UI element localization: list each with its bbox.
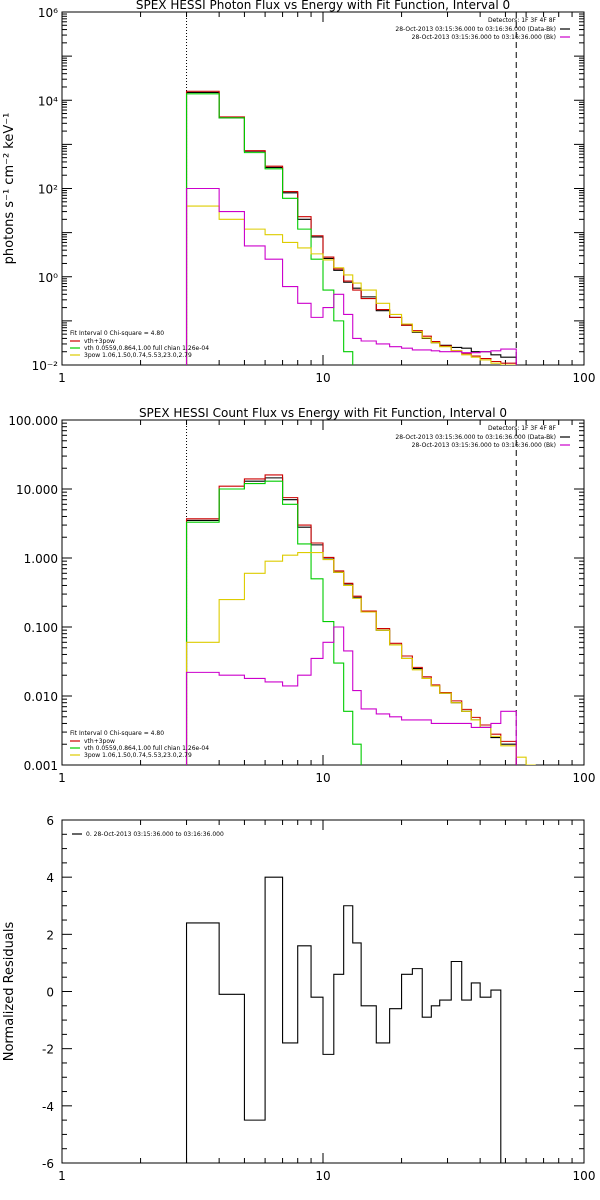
legend-left-label: vth+3pow [84, 338, 115, 345]
x-tick-label: 1 [58, 371, 66, 385]
y-tick-label: 0.010 [24, 690, 58, 704]
y-tick-label: 0.100 [24, 621, 58, 635]
y-axis-label: Normalized Residuals [2, 922, 17, 1062]
series-line-data-bk [185, 91, 517, 365]
series-line-vth-3pow [185, 90, 517, 365]
x-tick-label: 100 [573, 1169, 596, 1183]
legend-left-label: vth 0.0559,0.864,1.00 full chian 1.26e-0… [84, 345, 209, 352]
series-line-data-bk [185, 477, 517, 765]
y-tick-label: 100.000 [8, 414, 58, 428]
y-axis-label: photons s⁻¹ cm⁻² keV⁻¹ [2, 113, 17, 265]
series-group [185, 876, 517, 1163]
y-tick-label: 6 [46, 814, 54, 828]
y-tick-label: 0 [46, 986, 54, 1000]
chart-title: SPEX HESSI Photon Flux vs Energy with Fi… [136, 0, 510, 12]
legend-left-header: Fit Interval 0 Chi-square = 4.80 [70, 730, 164, 737]
chart-panel-1: SPEX HESSI Photon Flux vs Energy with Fi… [2, 0, 595, 385]
x-tick-label: 100 [573, 771, 596, 785]
x-tick-label: 1 [58, 771, 66, 785]
chart-panel-2: SPEX HESSI Count Flux vs Energy with Fit… [8, 406, 595, 785]
legend-left-label: 3pow 1.06,1.50,0.74,5.53,23.0,2.79 [84, 352, 192, 359]
x-tick-label: 10 [315, 771, 330, 785]
y-tick-label: -2 [42, 1043, 54, 1057]
series-line-0-28-oct-2013-03-15-36-000-to-03-16-36-000 [185, 876, 517, 1163]
series-line-bk [185, 187, 517, 365]
series-line-3pow [185, 551, 536, 765]
y-tick-label: 4 [46, 871, 54, 885]
series-line-vth [185, 480, 362, 765]
legend-right-header: Detectors: 1F 3F 4F 8F [488, 425, 557, 432]
x-tick-label: 10 [315, 1169, 330, 1183]
series-line-3pow [185, 205, 517, 365]
chart-panel-3: 1 10 100 -6 -4 -2 0 2 4 6 Normalized Residuals 0. 2… [2, 814, 595, 1183]
legend-right-label: 28-Oct-2013 03:15:36.000 to 03:16:36.000… [412, 442, 556, 449]
x-tick-label: 100 [573, 371, 596, 385]
y-tick-label: 10⁻² [32, 359, 59, 373]
legend-left-label: 3pow 1.06,1.50,0.74,5.53,23.0,2.79 [84, 752, 192, 759]
x-tick-label: 10 [315, 371, 330, 385]
y-tick-label: 0.001 [24, 759, 58, 773]
series-line-bk [185, 626, 517, 765]
legend-right-label: 28-Oct-2013 03:15:36.000 to 03:16:36.000… [412, 34, 556, 41]
legend-left-header: Fit Interval 0 Chi-square = 4.80 [70, 330, 164, 337]
series-group [185, 474, 536, 765]
y-tick-label: -4 [42, 1100, 54, 1114]
legend-right-label: 28-Oct-2013 03:15:36.000 to 03:16:36.000… [395, 434, 556, 441]
series-group [185, 90, 517, 365]
legend-label: 0. 28-Oct-2013 03:15:36.000 to 03:16:36.… [86, 831, 224, 838]
legend-left-label: vth 0.0559,0.864,1.00 full chian 1.26e-0… [84, 745, 209, 752]
legend-right-label: 28-Oct-2013 03:15:36.000 to 03:16:36.000… [395, 26, 556, 33]
y-tick-label: 2 [46, 928, 54, 942]
legend-left-label: vth+3pow [84, 738, 115, 745]
y-tick-label: 10⁰ [38, 271, 58, 285]
x-tick-label: 1 [58, 1169, 66, 1183]
y-tick-label: 10⁴ [38, 94, 58, 108]
legend-right-header: Detectors: 1F 3F 4F 8F [488, 17, 557, 24]
series-line-vth-3pow [185, 474, 517, 765]
y-tick-label: -6 [42, 1157, 54, 1171]
series-line-vth [185, 93, 354, 365]
plot-frame [61, 819, 585, 1164]
y-tick-label: 1.000 [24, 552, 58, 566]
y-tick-label: 10⁶ [38, 6, 58, 20]
y-tick-label: 10² [38, 183, 58, 197]
chart-title: SPEX HESSI Count Flux vs Energy with Fit… [139, 406, 507, 420]
y-tick-label: 10.000 [16, 483, 58, 497]
